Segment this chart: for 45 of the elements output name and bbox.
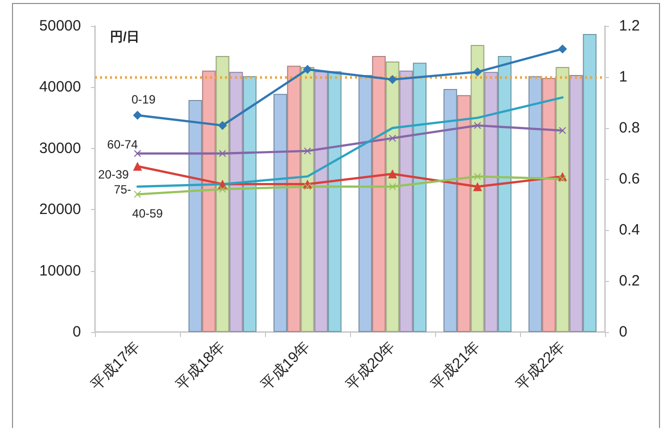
y2-tick-label: 0.4 — [619, 222, 640, 238]
point — [219, 150, 226, 157]
point — [474, 122, 481, 129]
point — [559, 127, 566, 134]
point — [388, 75, 397, 84]
point — [389, 134, 396, 142]
point — [304, 183, 311, 190]
x-tick-label: 平成21年 — [428, 338, 484, 394]
x-tick-label: 平成22年 — [512, 338, 569, 394]
series-label: 40-59 — [132, 206, 164, 220]
y-tick-label: 40000 — [39, 78, 81, 96]
point — [134, 150, 141, 157]
point — [133, 110, 142, 120]
y-tick-label: 50000 — [39, 18, 81, 34]
point — [133, 162, 142, 171]
point — [304, 147, 311, 154]
point — [559, 176, 566, 182]
point — [388, 169, 397, 178]
x-tick-label: 平成18年 — [172, 338, 229, 394]
y2-tick-label: 0.2 — [619, 272, 640, 290]
point — [473, 67, 482, 76]
point — [558, 44, 567, 54]
y2-tick-label: 1.2 — [619, 18, 640, 34]
point — [218, 120, 227, 130]
x-tick-label: 平成19年 — [258, 338, 314, 394]
point — [473, 182, 482, 192]
y2-tick-label: 1 — [619, 68, 628, 86]
y2-tick-label: 0.8 — [619, 120, 640, 136]
y-tick-label: 10000 — [39, 262, 81, 280]
series-label: 60-74 — [107, 138, 138, 152]
point — [219, 186, 226, 193]
point — [303, 64, 312, 74]
y-axis-title: 円/日 — [110, 29, 140, 44]
series-label: 75- — [114, 182, 132, 197]
series-label: 0-19 — [131, 92, 156, 106]
y-tick-label: 30000 — [39, 140, 81, 157]
y2-tick-label: 0 — [619, 324, 628, 340]
x-tick-label: 平成20年 — [342, 338, 399, 394]
point — [389, 183, 396, 190]
y-tick-label: 20000 — [39, 201, 81, 218]
point — [474, 172, 481, 180]
y-tick-label: 0 — [72, 324, 81, 340]
y2-tick-label: 0.6 — [619, 170, 640, 188]
x-tick-label: 平成17年 — [88, 338, 144, 394]
series-label: 20-39 — [98, 167, 130, 182]
